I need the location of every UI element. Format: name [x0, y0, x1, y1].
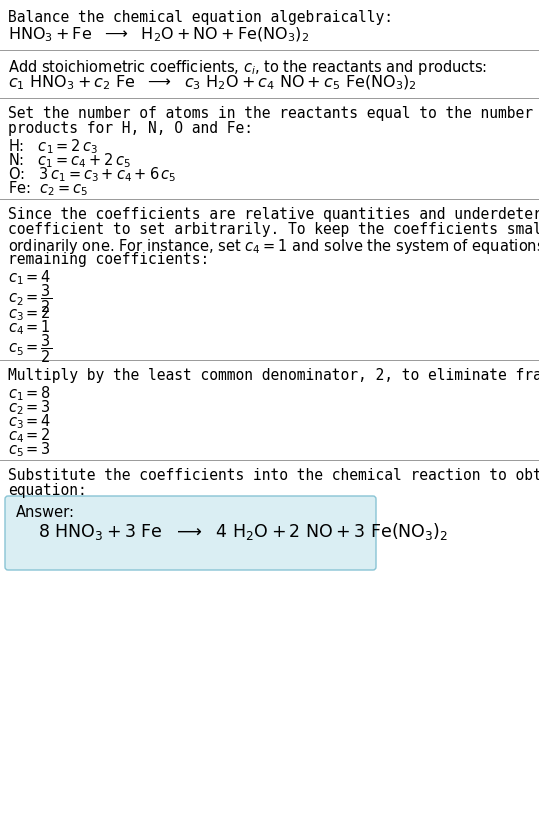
Text: Balance the chemical equation algebraically:: Balance the chemical equation algebraica… [8, 10, 393, 25]
Text: $\mathrm{HNO_3 + Fe\ \ \longrightarrow\ \ H_2O + NO + Fe(NO_3)_2}$: $\mathrm{HNO_3 + Fe\ \ \longrightarrow\ … [8, 26, 309, 44]
Text: Since the coefficients are relative quantities and underdetermined, choose a: Since the coefficients are relative quan… [8, 207, 539, 222]
Text: $c_1 = 4$: $c_1 = 4$ [8, 268, 51, 287]
Text: $c_3 = 2$: $c_3 = 2$ [8, 304, 51, 323]
Text: N:  $\ c_1 = c_4 + 2\,c_5$: N: $\ c_1 = c_4 + 2\,c_5$ [8, 151, 131, 169]
Text: coefficient to set arbitrarily. To keep the coefficients small, the arbitrary va: coefficient to set arbitrarily. To keep … [8, 222, 539, 237]
Text: Set the number of atoms in the reactants equal to the number of atoms in the: Set the number of atoms in the reactants… [8, 106, 539, 121]
Text: Answer:: Answer: [16, 505, 75, 520]
Text: $c_5 = \dfrac{3}{2}$: $c_5 = \dfrac{3}{2}$ [8, 332, 52, 365]
Text: O:  $\ 3\,c_1 = c_3 + c_4 + 6\,c_5$: O: $\ 3\,c_1 = c_3 + c_4 + 6\,c_5$ [8, 165, 176, 183]
Text: H:  $\ c_1 = 2\,c_3$: H: $\ c_1 = 2\,c_3$ [8, 137, 98, 155]
Text: $c_5 = 3$: $c_5 = 3$ [8, 440, 51, 459]
Text: products for H, N, O and Fe:: products for H, N, O and Fe: [8, 121, 253, 136]
Text: Substitute the coefficients into the chemical reaction to obtain the balanced: Substitute the coefficients into the che… [8, 468, 539, 483]
Text: $c_2 = 3$: $c_2 = 3$ [8, 398, 51, 417]
Text: $c_2 = \dfrac{3}{2}$: $c_2 = \dfrac{3}{2}$ [8, 282, 52, 315]
Text: Add stoichiometric coefficients, $c_i$, to the reactants and products:: Add stoichiometric coefficients, $c_i$, … [8, 58, 487, 77]
Text: equation:: equation: [8, 483, 87, 498]
Text: $\mathrm{8\ HNO_3 + 3\ Fe\ \ \longrightarrow\ \ 4\ H_2O + 2\ NO + 3\ Fe(NO_3)_2}: $\mathrm{8\ HNO_3 + 3\ Fe\ \ \longrighta… [38, 521, 448, 542]
Text: $c_4 = 1$: $c_4 = 1$ [8, 318, 51, 337]
Text: ordinarily one. For instance, set $c_4 = 1$ and solve the system of equations fo: ordinarily one. For instance, set $c_4 =… [8, 237, 539, 256]
Text: Fe: $\ c_2 = c_5$: Fe: $\ c_2 = c_5$ [8, 179, 88, 198]
Text: remaining coefficients:: remaining coefficients: [8, 252, 209, 267]
FancyBboxPatch shape [5, 496, 376, 570]
Text: $c_4 = 2$: $c_4 = 2$ [8, 426, 51, 445]
Text: $c_3 = 4$: $c_3 = 4$ [8, 412, 51, 431]
Text: $c_1 = 8$: $c_1 = 8$ [8, 384, 51, 403]
Text: Multiply by the least common denominator, 2, to eliminate fractional coefficient: Multiply by the least common denominator… [8, 368, 539, 383]
Text: $c_1\ \mathrm{HNO_3} + c_2\ \mathrm{Fe}\ \ \longrightarrow\ \ c_3\ \mathrm{H_2O}: $c_1\ \mathrm{HNO_3} + c_2\ \mathrm{Fe}\… [8, 74, 417, 92]
